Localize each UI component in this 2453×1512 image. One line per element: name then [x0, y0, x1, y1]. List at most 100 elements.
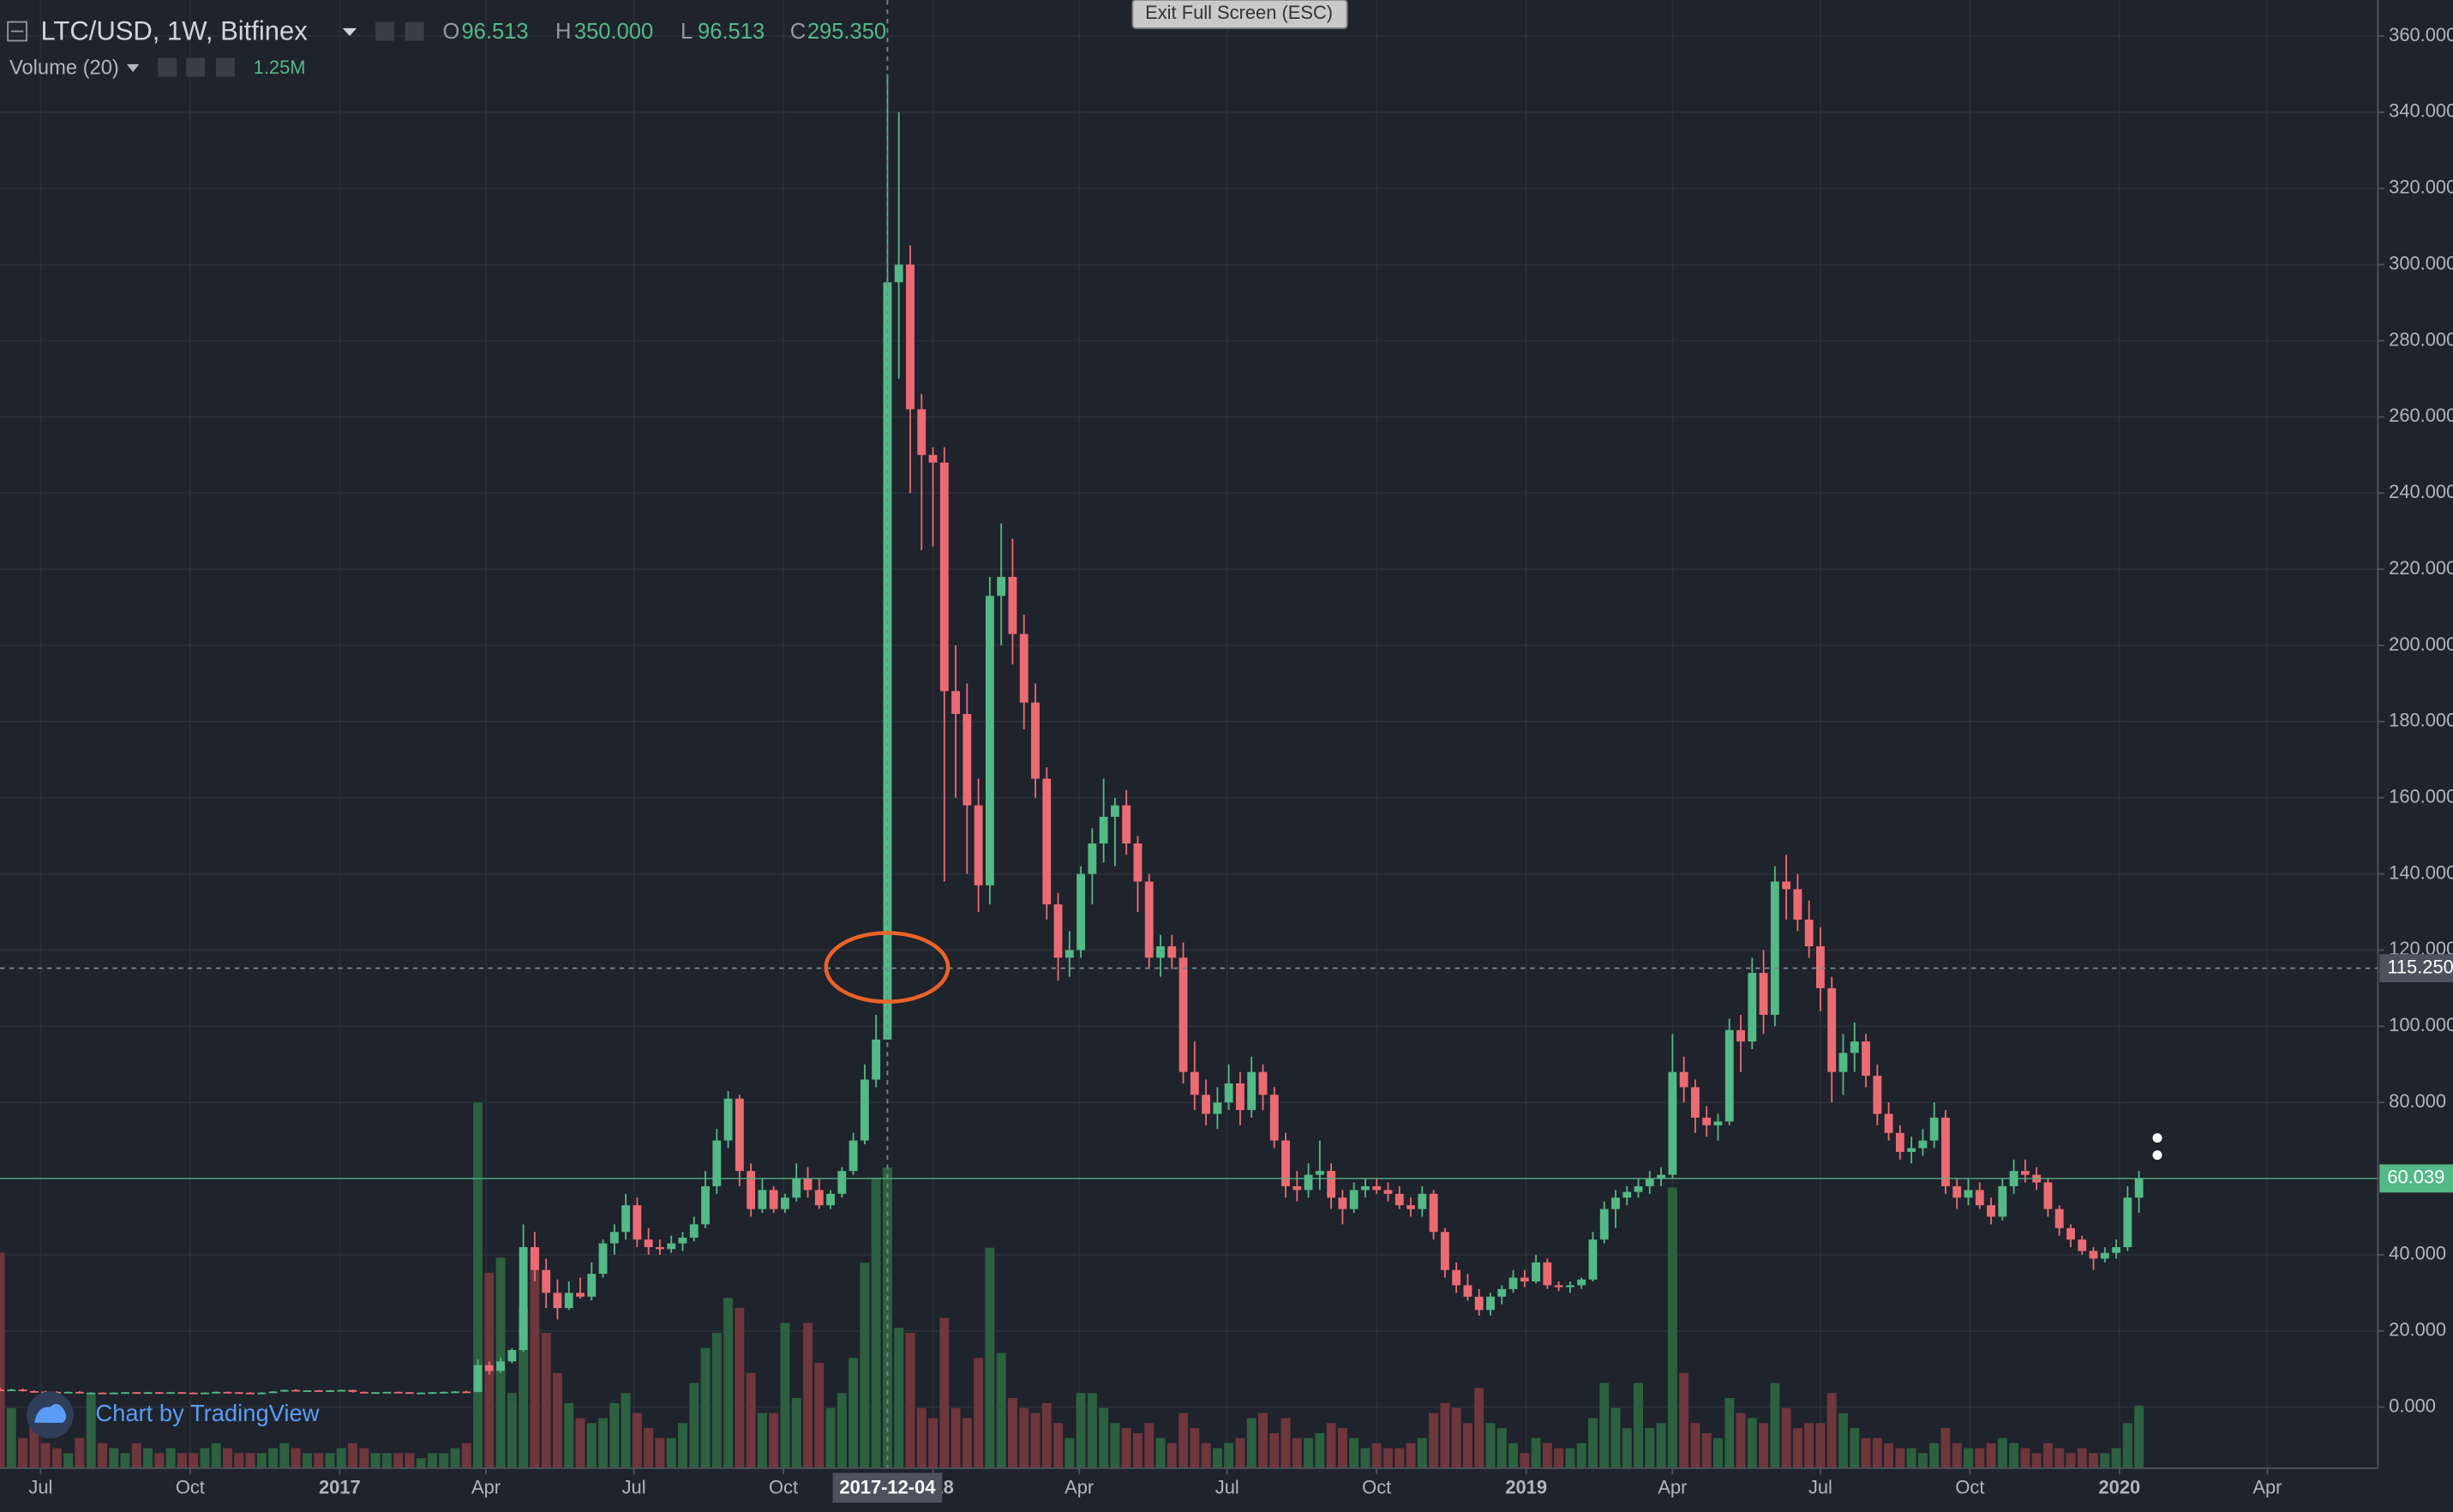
candle-body	[371, 1392, 380, 1395]
y-tick-label: 140.000	[2389, 861, 2453, 883]
x-tick-label: Apr	[1658, 1476, 1687, 1497]
volume-bar	[1371, 1443, 1382, 1468]
volume-bar	[1531, 1437, 1541, 1468]
volume-bar	[1838, 1413, 1848, 1468]
volume-bar	[1520, 1453, 1530, 1468]
candle-body	[1065, 950, 1074, 958]
candle-body	[1315, 1171, 1324, 1175]
volume-title[interactable]: Volume (20)	[9, 57, 119, 80]
candle-body	[974, 805, 983, 885]
volume-bar	[791, 1398, 801, 1468]
exit-fullscreen-label[interactable]: Exit Full Screen (ESC)	[1145, 2, 1333, 23]
last-price-box	[2379, 1164, 2453, 1193]
volume-bar	[1167, 1443, 1177, 1468]
volume-bar	[1712, 1437, 1723, 1468]
remove-icon[interactable]	[215, 57, 235, 77]
settings-icon[interactable]	[186, 57, 206, 77]
candle-body	[87, 1392, 96, 1395]
x-tick-label: Oct	[769, 1476, 798, 1497]
volume-bar	[2066, 1453, 2076, 1468]
candle-body	[1486, 1296, 1495, 1311]
candle-body	[1304, 1174, 1313, 1191]
volume-bar	[1895, 1448, 1905, 1468]
volume-bar	[1110, 1423, 1120, 1468]
candle-body	[1292, 1185, 1302, 1191]
volume-bar	[268, 1448, 279, 1468]
candle-body	[2066, 1227, 2075, 1240]
volume-bar	[564, 1402, 574, 1468]
x-tick-label: Oct	[1955, 1476, 1984, 1497]
candle-body	[1987, 1205, 1995, 1217]
candle-body	[1577, 1279, 1586, 1286]
candle-body	[314, 1390, 323, 1392]
volume-bar	[1747, 1418, 1757, 1468]
volume-bar	[1917, 1453, 1928, 1468]
candle-body	[212, 1391, 221, 1394]
candle-body	[1611, 1197, 1620, 1209]
volume-bar	[40, 1443, 51, 1468]
dropdown-arrow[interactable]	[342, 27, 357, 36]
volume-bar	[381, 1453, 392, 1468]
volume-bar	[2077, 1448, 2087, 1468]
x-tick-label: 2017	[319, 1476, 361, 1497]
volume-bar	[825, 1407, 836, 1468]
volume-bar	[1542, 1443, 1552, 1468]
candle-body	[553, 1293, 562, 1309]
candle-body	[382, 1391, 392, 1394]
candle-body	[1554, 1285, 1563, 1287]
settings-icon[interactable]	[375, 21, 394, 41]
volume-bar	[29, 1423, 39, 1468]
candle-body	[1383, 1190, 1393, 1194]
volume-bar	[177, 1453, 187, 1468]
volume-bar	[1224, 1443, 1234, 1468]
volume-bar	[336, 1448, 346, 1468]
dropdown-arrow[interactable]	[126, 63, 140, 72]
volume-bar	[1041, 1402, 1052, 1468]
volume-bar	[63, 1453, 74, 1468]
volume-bar	[1622, 1428, 1632, 1468]
volume-bar	[1565, 1448, 1575, 1468]
candle-body	[1418, 1193, 1427, 1209]
volume-bar	[1132, 1432, 1143, 1468]
volume-bar	[370, 1453, 381, 1468]
y-tick-label: 80.000	[2389, 1090, 2446, 1112]
candle-body	[1804, 919, 1814, 946]
x-tick-label: Apr	[2252, 1476, 2282, 1497]
volume-bar	[2100, 1453, 2110, 1468]
candle-body	[1952, 1185, 1962, 1198]
candle-body	[1042, 778, 1052, 905]
exit-fullscreen-button[interactable]	[1131, 0, 1348, 29]
candle-body	[1406, 1205, 1415, 1209]
volume-bar	[575, 1418, 585, 1468]
menu-dot[interactable]	[2152, 1133, 2162, 1143]
volume-bar	[1599, 1383, 1610, 1468]
volume-bar	[962, 1418, 972, 1468]
volume-bar	[711, 1333, 722, 1468]
candle-body	[598, 1243, 608, 1275]
symbol-title[interactable]: LTC/USD, 1W, Bitfinex	[40, 16, 308, 46]
candle-body	[246, 1392, 255, 1395]
candle-body	[121, 1392, 129, 1395]
volume-bar	[632, 1413, 642, 1468]
volume-bar	[200, 1448, 210, 1468]
x-tick-label: 2020	[2099, 1476, 2141, 1497]
volume-bar	[314, 1453, 324, 1468]
volume-bar	[849, 1358, 859, 1468]
menu-dot[interactable]	[2152, 1150, 2162, 1161]
candle-body	[393, 1391, 403, 1394]
settings-icon[interactable]	[158, 57, 177, 77]
volume-bar	[1246, 1418, 1256, 1468]
crosshair-price-box	[2379, 954, 2453, 982]
collapse-icon[interactable]	[7, 21, 27, 42]
candle-body	[1394, 1193, 1404, 1206]
candle-body	[1532, 1262, 1540, 1282]
watermark-text[interactable]: Chart by TradingView	[95, 1400, 319, 1426]
candle-body	[291, 1389, 301, 1392]
candle-body	[1122, 805, 1131, 844]
volume-bar	[1554, 1448, 1564, 1468]
settings-icon[interactable]	[405, 21, 424, 41]
volume-bar	[1030, 1413, 1041, 1468]
volume-bar	[1201, 1443, 1211, 1468]
volume-bar	[2042, 1443, 2053, 1468]
candle-body	[689, 1224, 699, 1238]
